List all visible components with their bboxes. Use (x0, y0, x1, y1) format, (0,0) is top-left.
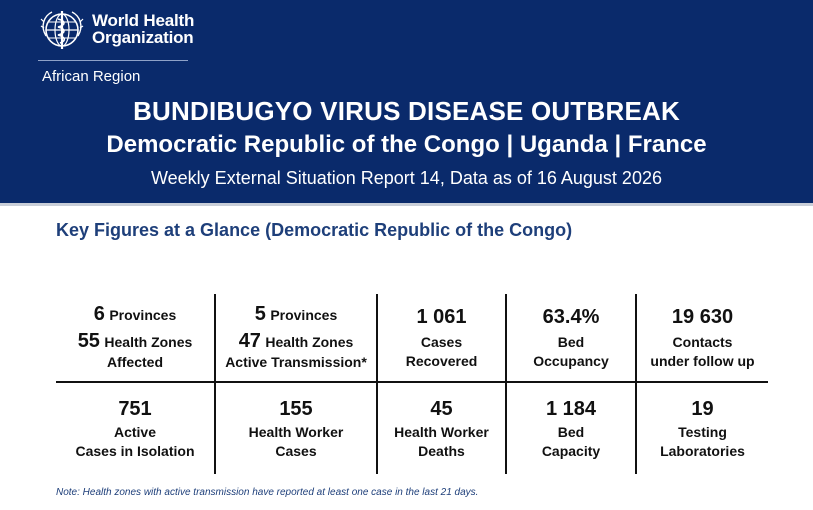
figure-label-line2: Recovered (405, 352, 478, 369)
figure-bed-capacity: 1 184 Bed Capacity (507, 383, 635, 474)
column-divider (505, 294, 507, 474)
logo-divider (38, 60, 188, 61)
figure-label-line1: Bed (557, 423, 585, 440)
figure-provinces-affected: 6 Provinces 55 Health Zones Affected (56, 294, 214, 381)
column-divider (376, 294, 378, 474)
figure-value: 1 061 (416, 305, 467, 328)
figure-label-line2: Capacity (541, 442, 601, 459)
figure-label-line2: Laboratories (660, 442, 745, 459)
figure-value: 751 (118, 397, 152, 420)
who-logo: World Health Organization African Region (38, 6, 198, 86)
column-divider (635, 294, 637, 474)
figure-label-line1: Contacts (672, 333, 733, 350)
who-wordmark: World Health Organization (92, 12, 194, 46)
figure-value: 45 (430, 397, 453, 420)
figure-value: 19 630 (671, 305, 734, 328)
figure-value: 19 (691, 397, 714, 420)
figure-label-line2: Deaths (418, 442, 465, 459)
figure-label-line2: Cases (275, 442, 317, 459)
region-label: African Region (42, 68, 141, 85)
figure-testing-laboratories: 19 Testing Laboratories (637, 383, 768, 474)
figure-label-line2: Occupancy (533, 352, 609, 369)
health-zones-label: Health Zones (265, 334, 354, 350)
affected-label: Affected (106, 354, 163, 370)
figure-health-worker-deaths: 45 Health Worker Deaths (378, 383, 505, 474)
figure-value: 1 184 (545, 397, 597, 420)
figure-cases-recovered: 1 061 Cases Recovered (378, 294, 505, 381)
report-countries: Democratic Republic of the Congo | Ugand… (106, 131, 707, 158)
key-figures-table: 6 Provinces 55 Health Zones Affected 5 P… (56, 294, 768, 474)
report-subtitle: Weekly External Situation Report 14, Dat… (151, 168, 662, 188)
org-name-line1: World Health (92, 11, 195, 30)
figure-label-line1: Cases (420, 333, 463, 350)
provinces-label: Provinces (109, 307, 177, 323)
health-zones-label: Health Zones (104, 334, 193, 350)
figure-contacts-follow-up: 19 630 Contacts under follow up (637, 294, 768, 381)
figure-bed-occupancy: 63.4% Bed Occupancy (507, 294, 635, 381)
health-zones-count: 55 (77, 330, 100, 352)
figure-label-line1: Bed (557, 333, 585, 350)
provinces-count: 6 (93, 303, 105, 325)
provinces-count: 5 (254, 303, 266, 325)
figure-label-line1: Testing (678, 423, 727, 440)
provinces-label: Provinces (270, 307, 338, 323)
header-banner: World Health Organization African Region… (0, 0, 813, 206)
figure-label-line1: Health Worker (394, 423, 489, 440)
org-name-line2: Organization (92, 28, 194, 47)
health-zones-count: 47 (238, 330, 261, 352)
figure-label-line2: Cases in Isolation (75, 442, 195, 459)
row-divider (56, 381, 768, 383)
active-transmission-label: Active Transmission* (225, 354, 367, 370)
who-emblem-icon (40, 11, 84, 49)
figure-label-line1: Health Worker (248, 423, 344, 440)
figure-active-transmission: 5 Provinces 47 Health Zones Active Trans… (216, 294, 376, 381)
figure-value: 155 (279, 397, 313, 420)
figure-active-cases-isolation: 751 Active Cases in Isolation (56, 383, 214, 474)
report-title: BUNDIBUGYO VIRUS DISEASE OUTBREAK (133, 96, 680, 126)
figure-value: 63.4% (542, 305, 600, 328)
section-title: Key Figures at a Glance (Democratic Repu… (56, 220, 573, 240)
column-divider (214, 294, 216, 474)
figure-health-worker-cases: 155 Health Worker Cases (216, 383, 376, 474)
figure-label-line1: Active (113, 423, 157, 440)
figure-label-line2: under follow up (650, 352, 755, 369)
footnote: Note: Health zones with active transmiss… (56, 487, 479, 498)
